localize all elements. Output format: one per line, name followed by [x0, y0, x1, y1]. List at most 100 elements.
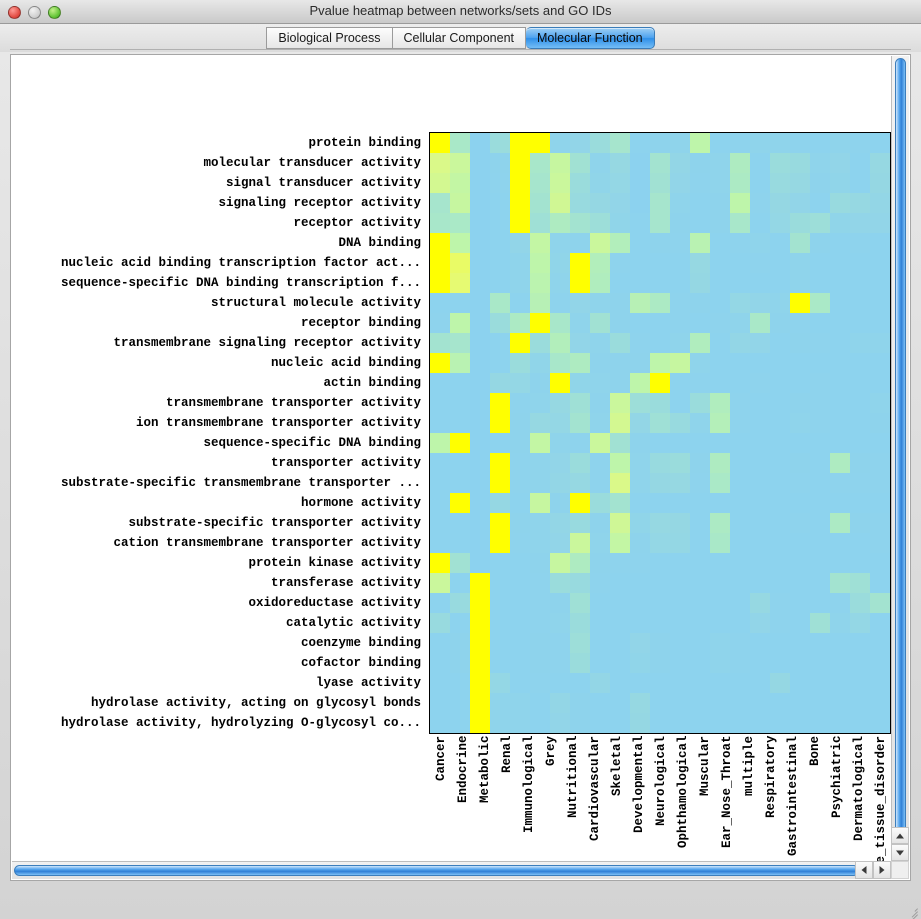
heatmap-cell[interactable]	[710, 333, 730, 353]
heatmap-cell[interactable]	[630, 433, 650, 453]
heatmap-cell[interactable]	[510, 133, 530, 153]
heatmap-cell[interactable]	[530, 293, 550, 313]
heatmap-cell[interactable]	[730, 173, 750, 193]
heatmap-cell[interactable]	[770, 333, 790, 353]
heatmap-cell[interactable]	[830, 553, 850, 573]
heatmap-cell[interactable]	[510, 233, 530, 253]
heatmap-cell[interactable]	[450, 673, 470, 693]
heatmap-cell[interactable]	[710, 153, 730, 173]
heatmap-cell[interactable]	[490, 213, 510, 233]
heatmap-cell[interactable]	[550, 693, 570, 713]
heatmap-cell[interactable]	[690, 233, 710, 253]
heatmap-cell[interactable]	[650, 273, 670, 293]
heatmap-cell[interactable]	[630, 153, 650, 173]
heatmap-cell[interactable]	[790, 133, 810, 153]
heatmap-cell[interactable]	[510, 413, 530, 433]
heatmap-cell[interactable]	[810, 653, 830, 673]
heatmap-cell[interactable]	[830, 513, 850, 533]
heatmap-cell[interactable]	[730, 713, 750, 733]
heatmap-cell[interactable]	[490, 653, 510, 673]
heatmap-cell[interactable]	[670, 413, 690, 433]
heatmap-cell[interactable]	[850, 513, 870, 533]
heatmap-cell[interactable]	[550, 253, 570, 273]
heatmap-cell[interactable]	[830, 533, 850, 553]
heatmap-cell[interactable]	[690, 393, 710, 413]
heatmap-cell[interactable]	[510, 153, 530, 173]
heatmap-cell[interactable]	[510, 573, 530, 593]
heatmap-cell[interactable]	[470, 193, 490, 213]
heatmap-cell[interactable]	[670, 213, 690, 233]
heatmap-cell[interactable]	[490, 413, 510, 433]
heatmap-cell[interactable]	[830, 393, 850, 413]
heatmap-cell[interactable]	[510, 333, 530, 353]
heatmap-cell[interactable]	[870, 653, 890, 673]
heatmap-cell[interactable]	[690, 153, 710, 173]
horizontal-scroll-arrows[interactable]	[855, 861, 891, 879]
heatmap-cell[interactable]	[790, 413, 810, 433]
heatmap-cell[interactable]	[650, 653, 670, 673]
heatmap-cell[interactable]	[730, 553, 750, 573]
heatmap-cell[interactable]	[710, 353, 730, 373]
heatmap-cell[interactable]	[790, 693, 810, 713]
heatmap-cell[interactable]	[770, 413, 790, 433]
heatmap-cell[interactable]	[470, 313, 490, 333]
heatmap-cell[interactable]	[450, 653, 470, 673]
heatmap-cell[interactable]	[690, 713, 710, 733]
heatmap-cell[interactable]	[870, 433, 890, 453]
heatmap-cell[interactable]	[670, 253, 690, 273]
horizontal-scrollbar[interactable]	[12, 861, 891, 879]
heatmap-cell[interactable]	[450, 433, 470, 453]
heatmap-cell[interactable]	[870, 353, 890, 373]
heatmap-cell[interactable]	[830, 473, 850, 493]
heatmap-cell[interactable]	[730, 213, 750, 233]
heatmap-cell[interactable]	[610, 133, 630, 153]
heatmap-cell[interactable]	[510, 613, 530, 633]
heatmap-cell[interactable]	[810, 173, 830, 193]
tab-molecular-function[interactable]: Molecular Function	[526, 27, 655, 49]
heatmap-cell[interactable]	[710, 493, 730, 513]
heatmap-cell[interactable]	[810, 153, 830, 173]
heatmap-cell[interactable]	[510, 593, 530, 613]
heatmap-cell[interactable]	[430, 673, 450, 693]
heatmap-cell[interactable]	[510, 393, 530, 413]
heatmap-cell[interactable]	[430, 413, 450, 433]
heatmap-cell[interactable]	[670, 493, 690, 513]
heatmap-cell[interactable]	[650, 513, 670, 533]
heatmap-cell[interactable]	[470, 533, 490, 553]
zoom-button-icon[interactable]	[48, 6, 61, 19]
tab-biological-process[interactable]: Biological Process	[266, 27, 393, 49]
heatmap-cell[interactable]	[730, 253, 750, 273]
heatmap-cell[interactable]	[610, 253, 630, 273]
heatmap-cell[interactable]	[450, 413, 470, 433]
heatmap-cell[interactable]	[710, 593, 730, 613]
heatmap-cell[interactable]	[630, 493, 650, 513]
heatmap-cell[interactable]	[670, 273, 690, 293]
heatmap-cell[interactable]	[430, 493, 450, 513]
heatmap-cell[interactable]	[510, 713, 530, 733]
heatmap-cell[interactable]	[450, 233, 470, 253]
heatmap-cell[interactable]	[770, 233, 790, 253]
heatmap-cell[interactable]	[790, 713, 810, 733]
heatmap-cell[interactable]	[790, 633, 810, 653]
heatmap-cell[interactable]	[430, 233, 450, 253]
heatmap-cell[interactable]	[830, 573, 850, 593]
heatmap-cell[interactable]	[610, 273, 630, 293]
heatmap-cell[interactable]	[530, 153, 550, 173]
heatmap-cell[interactable]	[570, 453, 590, 473]
heatmap-cell[interactable]	[730, 493, 750, 513]
heatmap-cell[interactable]	[650, 173, 670, 193]
heatmap-cell[interactable]	[750, 133, 770, 153]
heatmap-cell[interactable]	[710, 313, 730, 333]
heatmap-cell[interactable]	[490, 293, 510, 313]
heatmap-cell[interactable]	[750, 553, 770, 573]
heatmap-cell[interactable]	[690, 533, 710, 553]
heatmap-cell[interactable]	[810, 473, 830, 493]
heatmap-cell[interactable]	[610, 313, 630, 333]
heatmap-cell[interactable]	[770, 633, 790, 653]
heatmap-cell[interactable]	[670, 313, 690, 333]
heatmap-cell[interactable]	[730, 293, 750, 313]
heatmap-cell[interactable]	[570, 573, 590, 593]
heatmap-cell[interactable]	[710, 653, 730, 673]
heatmap-cell[interactable]	[710, 233, 730, 253]
heatmap-cell[interactable]	[490, 333, 510, 353]
